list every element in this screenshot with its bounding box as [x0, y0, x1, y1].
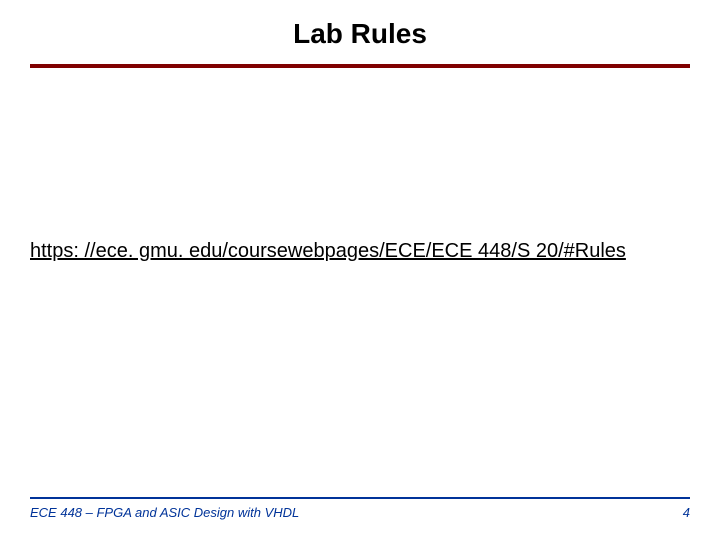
footer-row: ECE 448 – FPGA and ASIC Design with VHDL… — [30, 505, 690, 520]
title-horizontal-rule — [30, 64, 690, 68]
slide: Lab Rules https: //ece. gmu. edu/coursew… — [0, 0, 720, 540]
slide-footer: ECE 448 – FPGA and ASIC Design with VHDL… — [30, 497, 690, 520]
footer-course-text: ECE 448 – FPGA and ASIC Design with VHDL — [30, 505, 299, 520]
footer-horizontal-rule — [30, 497, 690, 499]
slide-title: Lab Rules — [30, 18, 690, 50]
url-link[interactable]: https: //ece. gmu. edu/coursewebpages/EC… — [30, 240, 626, 263]
footer-page-number: 4 — [683, 505, 690, 520]
